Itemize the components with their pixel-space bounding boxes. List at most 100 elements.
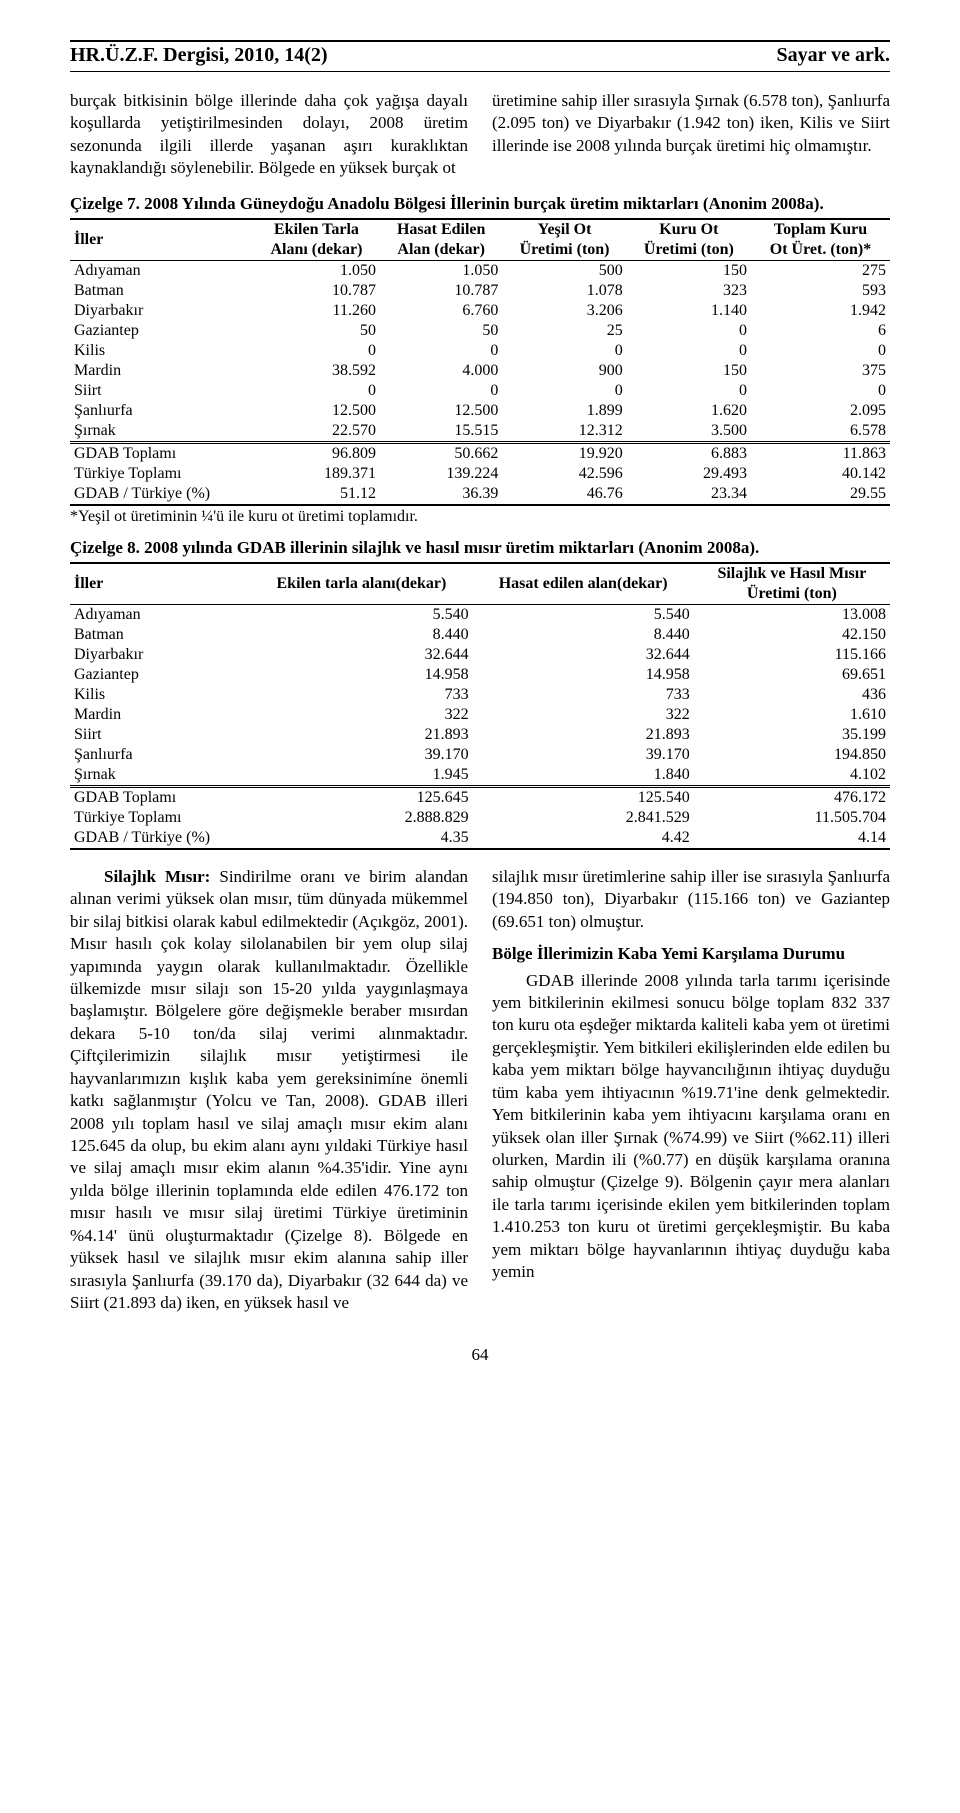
table-cell: 1.050 [380, 260, 502, 281]
table-cell: 2.888.829 [250, 808, 472, 828]
th-iller: İller [70, 219, 253, 261]
table-cell: 35.199 [694, 725, 890, 745]
body-columns: Silajlık Mısır: Sindirilme oranı ve biri… [70, 866, 890, 1315]
table-cell: 5.540 [473, 604, 694, 625]
table-cell: Gaziantep [70, 321, 253, 341]
body-right: silajlık mısır üretimlerine sahip iller … [492, 866, 890, 1315]
table-cell: 69.651 [694, 665, 890, 685]
table-cell: GDAB Toplamı [70, 786, 250, 808]
table-cell: 32.644 [473, 645, 694, 665]
table-cell: 436 [694, 685, 890, 705]
table-row: Diyarbakır32.64432.644115.166 [70, 645, 890, 665]
th: Alanı (dekar) [253, 240, 380, 261]
th: Hasat Edilen [380, 219, 502, 240]
table-cell: 32.644 [250, 645, 472, 665]
table-cell: 4.102 [694, 765, 890, 787]
table-cell: 275 [751, 260, 890, 281]
table-cell: 4.35 [250, 828, 472, 848]
table-cell: 593 [751, 281, 890, 301]
table-row: Adıyaman1.0501.050500150275 [70, 260, 890, 281]
th: Üretimi (ton) [694, 584, 890, 605]
table7-caption-text: Çizelge 7. 2008 Yılında Güneydoğu Anadol… [70, 194, 824, 213]
table-cell: 10.787 [253, 281, 380, 301]
table-cell: Şırnak [70, 421, 253, 443]
table8-header-row: İller Ekilen tarla alanı(dekar) Hasat ed… [70, 563, 890, 584]
table-row: Batman8.4408.44042.150 [70, 625, 890, 645]
section-heading: Bölge İllerimizin Kaba Yemi Karşılama Du… [492, 943, 890, 965]
table-cell: 139.224 [380, 464, 502, 484]
table-cell: 1.945 [250, 765, 472, 787]
table-cell: 3.206 [502, 301, 626, 321]
table-cell: 6.883 [627, 442, 751, 464]
table-cell: Diyarbakır [70, 301, 253, 321]
th: Kuru Ot [627, 219, 751, 240]
table7-header-row: İller Ekilen Tarla Hasat Edilen Yeşil Ot… [70, 219, 890, 240]
table-cell: 14.958 [473, 665, 694, 685]
body-left-text: Sindirilme oranı ve birim alandan alınan… [70, 867, 468, 1312]
table-cell: Adıyaman [70, 260, 253, 281]
table-cell: Mardin [70, 361, 253, 381]
table-cell: 12.312 [502, 421, 626, 443]
table-cell: Türkiye Toplamı [70, 464, 253, 484]
table-cell: 733 [473, 685, 694, 705]
table-cell: Türkiye Toplamı [70, 808, 250, 828]
table-cell: 19.920 [502, 442, 626, 464]
table-cell: 36.39 [380, 484, 502, 504]
table-cell: 42.150 [694, 625, 890, 645]
table-cell: 29.493 [627, 464, 751, 484]
table-cell: 5.540 [250, 604, 472, 625]
table-cell: 21.893 [250, 725, 472, 745]
table-cell: 375 [751, 361, 890, 381]
th: Üretimi (ton) [502, 240, 626, 261]
table8-caption: Çizelge 8. 2008 yılında GDAB illerinin s… [70, 538, 890, 558]
table-cell: 1.140 [627, 301, 751, 321]
table-cell: 1.050 [253, 260, 380, 281]
table8: İller Ekilen tarla alanı(dekar) Hasat ed… [70, 562, 890, 848]
table-row: Mardin38.5924.000900150375 [70, 361, 890, 381]
body-left: Silajlık Mısır: Sindirilme oranı ve biri… [70, 866, 468, 1315]
table-cell: 4.42 [473, 828, 694, 848]
table-cell: 0 [751, 381, 890, 401]
table-cell: Adıyaman [70, 604, 250, 625]
table-cell: 0 [627, 321, 751, 341]
body-right-p1: silajlık mısır üretimlerine sahip iller … [492, 866, 890, 933]
table-cell: 0 [751, 341, 890, 361]
table-row: Şırnak1.9451.8404.102 [70, 765, 890, 787]
table-row: Kilis00000 [70, 341, 890, 361]
table-cell: 8.440 [473, 625, 694, 645]
table-cell: 150 [627, 260, 751, 281]
table-cell: Şanlıurfa [70, 401, 253, 421]
table-cell: 1.610 [694, 705, 890, 725]
page: HR.Ü.Z.F. Dergisi, 2010, 14(2) Sayar ve … [0, 0, 960, 1405]
table-cell: 11.260 [253, 301, 380, 321]
table-cell: 13.008 [694, 604, 890, 625]
table-cell: 3.500 [627, 421, 751, 443]
table-cell: 46.76 [502, 484, 626, 504]
table-row: Siirt00000 [70, 381, 890, 401]
table-cell: Batman [70, 281, 253, 301]
table-cell: 25 [502, 321, 626, 341]
table-cell: 0 [502, 341, 626, 361]
intro-columns: burçak bitkisinin bölge illerinde daha ç… [70, 90, 890, 180]
th: Toplam Kuru [751, 219, 890, 240]
table-cell: 14.958 [250, 665, 472, 685]
table-cell: 189.371 [253, 464, 380, 484]
table-row: GDAB / Türkiye (%)4.354.424.14 [70, 828, 890, 848]
table-cell: 0 [380, 341, 502, 361]
table-cell: 322 [473, 705, 694, 725]
table-cell: 0 [502, 381, 626, 401]
table-row: GDAB Toplamı125.645125.540476.172 [70, 786, 890, 808]
table-cell: 0 [627, 341, 751, 361]
header-right: Sayar ve ark. [776, 44, 890, 67]
th: Üretimi (ton) [627, 240, 751, 261]
table-cell: 6.760 [380, 301, 502, 321]
header-left: HR.Ü.Z.F. Dergisi, 2010, 14(2) [70, 44, 328, 67]
table-cell: Batman [70, 625, 250, 645]
running-header: HR.Ü.Z.F. Dergisi, 2010, 14(2) Sayar ve … [70, 44, 890, 72]
table-cell: 115.166 [694, 645, 890, 665]
table-cell: Diyarbakır [70, 645, 250, 665]
table-cell: GDAB / Türkiye (%) [70, 828, 250, 848]
table-cell: 6 [751, 321, 890, 341]
table-row: Şırnak22.57015.51512.3123.5006.578 [70, 421, 890, 443]
table7-footnote: *Yeşil ot üretiminin ¼'ü ile kuru ot üre… [70, 508, 890, 526]
